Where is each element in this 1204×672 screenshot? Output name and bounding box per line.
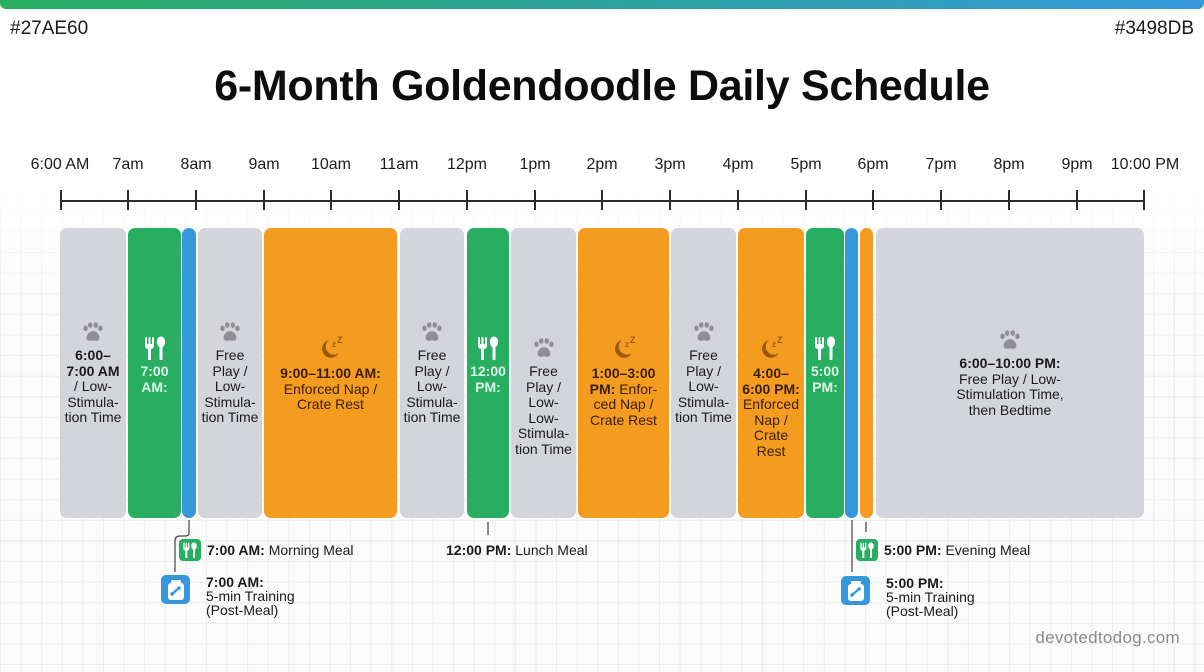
- annotation-label: 5-min Training: [886, 589, 975, 605]
- tick-label: 6:00 AM: [30, 156, 90, 173]
- annotation-label: Morning Meal: [268, 542, 354, 558]
- tick-mark: [127, 190, 129, 210]
- tick-mark: [872, 190, 874, 210]
- annotation-label: Lunch Meal: [515, 542, 588, 558]
- block-meal-12pm: 12:00 PM:: [467, 228, 509, 518]
- block-time: 6:00–7:00 AM: [66, 347, 120, 379]
- block-meal-7am: 7:00 AM:: [128, 228, 181, 518]
- tick-label: 3pm: [654, 156, 686, 173]
- block-label: Free Play / Low-Stimula-tion Time: [675, 347, 732, 426]
- hex-label-green: #27AE60: [10, 18, 89, 39]
- annotation-lunch-meal: 12:00 PM: Lunch Meal: [446, 543, 588, 557]
- tick-mark: [60, 190, 62, 210]
- tick-label: 6pm: [857, 156, 889, 173]
- tick-mark: [601, 190, 603, 210]
- block-free-play-3pm: Free Play / Low-Stimula-tion Time: [671, 228, 736, 518]
- block-free-play-12pm: Free Play / Low-Low-Stimula-tion Time: [511, 228, 576, 518]
- timeline-axis: 6:00 AM 7am 8am 9am 10am 11am 12pm 1pm 2…: [0, 150, 1204, 220]
- tick-label: 9pm: [1061, 156, 1093, 173]
- color-gradient-bar: [0, 0, 1204, 9]
- treat-jar-icon: [161, 575, 190, 604]
- tick-label: 1pm: [519, 156, 551, 173]
- block-training-5pm: [845, 228, 858, 518]
- block-time: 7:00 AM:: [140, 363, 169, 395]
- tick-label: 10:00 PM: [1110, 156, 1180, 173]
- annotation-sublabel: (Post-Meal): [886, 603, 959, 619]
- block-label: Enforced Nap / Crate Rest: [742, 396, 800, 459]
- block-time: 6:00–10:00 PM:: [959, 355, 1061, 371]
- tick-label: 11am: [379, 156, 419, 173]
- block-nap-1pm: 1:00–3:00 PM: Enfor-ced Nap / Crate Rest: [578, 228, 669, 518]
- annotation-time: 5:00 PM:: [884, 542, 942, 558]
- annotation-time: 12:00 PM:: [446, 542, 512, 558]
- tick-mark: [1008, 190, 1010, 210]
- annotation-label: 5-min Training: [206, 588, 295, 604]
- tick-mark: [466, 190, 468, 210]
- fork-spoon-icon: [179, 539, 201, 561]
- block-time: 9:00–11:00 AM:: [280, 365, 381, 381]
- tick-label: 9am: [248, 156, 280, 173]
- tick-mark: [940, 190, 942, 210]
- block-free-play-6am: 6:00–7:00 AM / Low-Stimula-tion Time: [60, 228, 126, 518]
- block-label: Free Play / Low-Stimulation Time, then B…: [956, 370, 1064, 418]
- tick-mark: [398, 190, 400, 210]
- block-time: 12:00 PM:: [470, 363, 506, 395]
- block-nap-4pm: 4:00–6:00 PM: Enforced Nap / Crate Rest: [738, 228, 804, 518]
- tick-label: 5pm: [790, 156, 822, 173]
- tick-label: 7pm: [925, 156, 957, 173]
- tick-mark: [263, 190, 265, 210]
- annotation-label: Evening Meal: [945, 542, 1031, 558]
- tick-label: 10am: [310, 156, 352, 173]
- block-nap-sliver: [860, 228, 873, 518]
- tick-label: 12pm: [446, 156, 488, 173]
- annotation-time: 7:00 AM:: [206, 574, 264, 590]
- tick-label: 7am: [112, 156, 144, 173]
- block-time: 4:00–6:00 PM:: [742, 365, 800, 397]
- tick-mark: [534, 190, 536, 210]
- tick-mark: [737, 190, 739, 210]
- tick-label: 8pm: [993, 156, 1025, 173]
- block-label: / Low-Stimula-tion Time: [64, 378, 122, 426]
- annotation-morning-training: 7:00 AM: 5-min Training (Post-Meal): [161, 575, 295, 617]
- block-label: Free Play / Low-Low-Stimula-tion Time: [515, 363, 572, 457]
- fork-spoon-icon: [856, 539, 878, 561]
- site-watermark: devotedtodog.com: [1035, 628, 1180, 647]
- block-label: Free Play / Low-Stimula-tion Time: [403, 347, 461, 426]
- block-label: Enforced Nap / Crate Rest: [283, 380, 378, 412]
- tick-mark: [195, 190, 197, 210]
- annotation-evening-training: 5:00 PM: 5-min Training (Post-Meal): [841, 576, 975, 618]
- tick-label: 4pm: [722, 156, 754, 173]
- tick-mark: [330, 190, 332, 210]
- block-free-play-11am: Free Play / Low-Stimula-tion Time: [400, 228, 464, 518]
- annotation-time: 5:00 PM:: [886, 575, 944, 591]
- tick-label: 8am: [180, 156, 212, 173]
- block-time: 1:00–3:00 PM:: [589, 365, 656, 397]
- block-time: 5:00 PM:: [810, 363, 840, 395]
- tick-mark: [1076, 190, 1078, 210]
- treat-jar-icon: [841, 576, 870, 605]
- block-label: Enfor-ced Nap / Crate Rest: [590, 380, 658, 428]
- block-meal-5pm: 5:00 PM:: [806, 228, 844, 518]
- annotation-sublabel: (Post-Meal): [206, 602, 279, 618]
- annotation-morning-meal: 7:00 AM: Morning Meal: [179, 539, 354, 561]
- block-training-7am: [182, 228, 196, 518]
- page-title: 6-Month Goldendoodle Daily Schedule: [214, 62, 990, 110]
- block-nap-9am: 9:00–11:00 AM: Enforced Nap / Crate Rest: [264, 228, 397, 518]
- annotation-evening-meal: 5:00 PM: Evening Meal: [856, 539, 1030, 561]
- hex-label-blue: #3498DB: [1114, 18, 1194, 39]
- block-label: Free Play / Low-Stimula-tion Time: [201, 347, 259, 426]
- tick-mark: [669, 190, 671, 210]
- block-free-play-evening: 6:00–10:00 PM: Free Play / Low-Stimulatio…: [876, 228, 1144, 518]
- tick-mark: [1143, 190, 1145, 210]
- block-free-play-8am: Free Play / Low-Stimula-tion Time: [198, 228, 262, 518]
- annotation-time: 7:00 AM:: [207, 542, 265, 558]
- tick-label: 2pm: [586, 156, 618, 173]
- tick-mark: [805, 190, 807, 210]
